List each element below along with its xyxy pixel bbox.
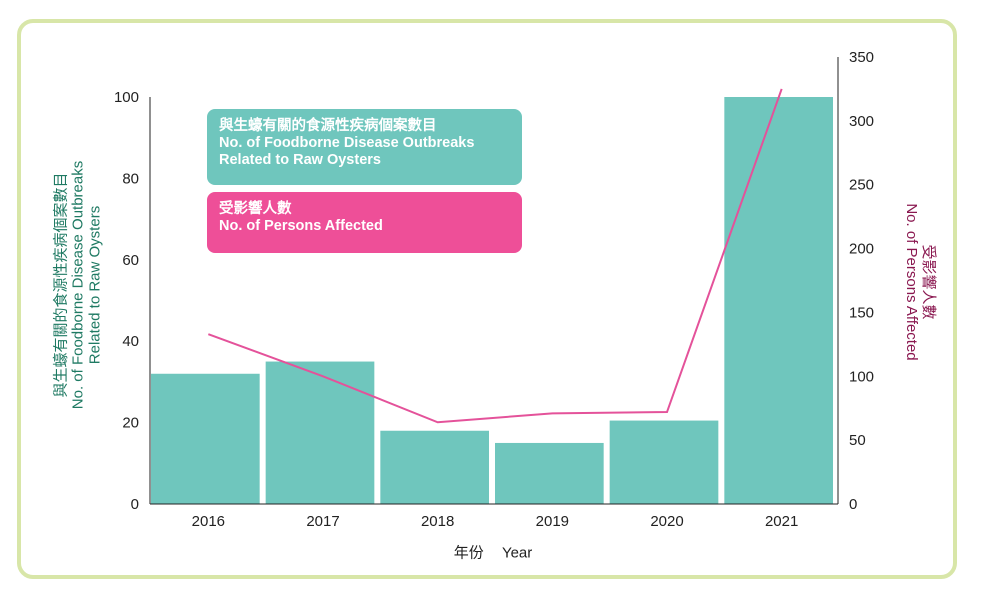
legend-outbreaks-zh: 與生蠔有關的食源性疾病個案數目: [219, 118, 437, 134]
left-tick-label: 100: [114, 89, 139, 106]
right-tick-label: 200: [849, 241, 874, 258]
left-axis-title-zh: 與生蠔有關的食源性疾病個案數目: [52, 172, 70, 398]
left-axis-title-en-line1: No. of Foodborne Disease Outbreaks: [69, 160, 87, 410]
bar-2018: [380, 430, 489, 504]
ticks-layer: 0 20 40 60 80 100 0 50 100 150 200 250 300 350 2016 201…: [114, 49, 874, 530]
bars-layer: [151, 97, 833, 504]
x-tick-label-2021: 2021: [765, 513, 798, 530]
bar-2019: [495, 442, 604, 504]
right-tick-label: 0: [849, 496, 857, 513]
legend-outbreaks: 與生蠔有關的食源性疾病個案數目 No. of Foodborne Disease…: [207, 109, 522, 185]
x-tick-label-2018: 2018: [421, 513, 454, 530]
line-layer: [207, 88, 783, 424]
right-axis-title-zh: 受影響人數: [920, 244, 937, 320]
left-axis-title-en-line2: Related to Raw Oysters: [86, 205, 104, 365]
right-tick-label: 350: [849, 49, 874, 66]
x-axis-title-en: Year: [501, 544, 533, 562]
legend-persons-en: No. of Persons Affected: [219, 218, 383, 234]
right-axis-title: 受影響人數 No. of Persons Affected: [903, 203, 937, 360]
x-tick-label-2016: 2016: [192, 513, 225, 530]
bar-2016: [151, 373, 260, 504]
legend-persons-zh: 受影響人數: [219, 201, 292, 217]
right-tick-label: 250: [849, 177, 874, 194]
legend-outbreaks-en-line2: Related to Raw Oysters: [219, 152, 381, 168]
x-tick-label-2017: 2017: [306, 513, 339, 530]
right-tick-label: 50: [849, 432, 866, 449]
x-axis-title-zh: 年份: [453, 544, 484, 562]
left-tick-label: 0: [131, 496, 139, 513]
bar-2020: [609, 420, 719, 504]
x-axis-title: 年份 Year: [447, 542, 540, 563]
persons-affected-line: [207, 88, 783, 424]
left-tick-label: 40: [122, 333, 139, 350]
bar-2017: [265, 361, 375, 504]
x-tick-label-2019: 2019: [536, 513, 569, 530]
bar-2021: [724, 97, 833, 504]
axes-layer: [149, 57, 839, 505]
legend-persons: 受影響人數 No. of Persons Affected: [207, 192, 522, 253]
right-tick-label: 150: [849, 304, 874, 321]
x-tick-label-2020: 2020: [650, 513, 683, 530]
left-tick-label: 20: [122, 415, 139, 432]
left-tick-label: 80: [122, 170, 139, 187]
left-tick-label: 60: [122, 252, 139, 269]
left-axis-title: 與生蠔有關的食源性疾病個案數目 No. of Foodborne Disease…: [53, 161, 104, 409]
legend-outbreaks-en-line1: No. of Foodborne Disease Outbreaks: [219, 135, 475, 151]
right-tick-label: 300: [849, 113, 874, 130]
right-tick-label: 100: [849, 368, 874, 385]
right-axis-title-en: No. of Persons Affected: [903, 203, 920, 361]
